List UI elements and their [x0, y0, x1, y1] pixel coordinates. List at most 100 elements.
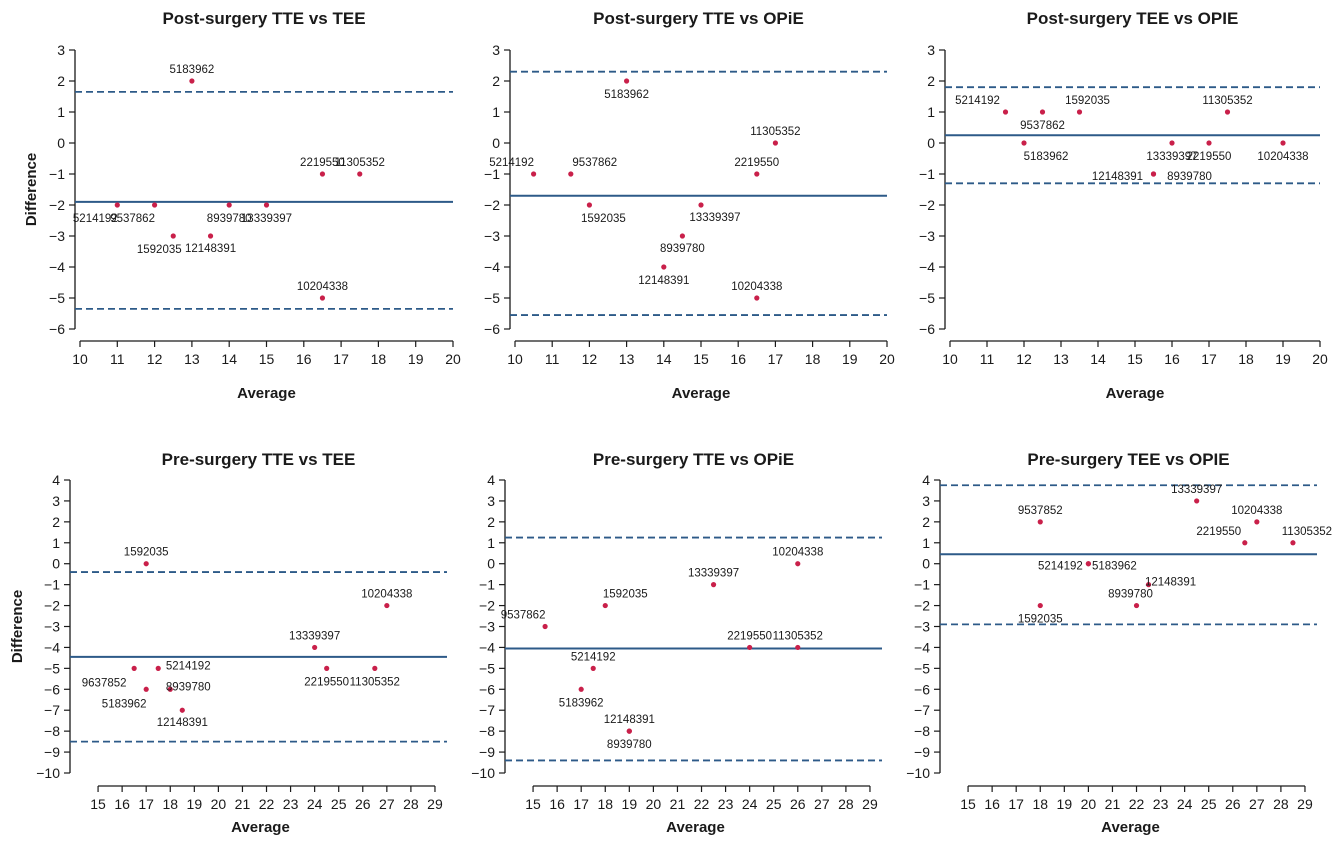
data-point [1037, 519, 1043, 525]
data-point [1224, 109, 1231, 115]
y-tick-label: 1 [52, 535, 60, 551]
point-label: 2219550 [734, 157, 779, 169]
x-tick-label: 20 [211, 796, 227, 812]
y-tick-label: 2 [492, 73, 500, 89]
point-label: 10204338 [1257, 151, 1308, 163]
data-point [590, 665, 596, 671]
y-tick-label: −8 [44, 723, 60, 739]
y-tick-label: −1 [44, 577, 60, 593]
data-point [747, 644, 753, 651]
point-label: 10204338 [297, 281, 348, 293]
y-axis-label: Difference [23, 153, 40, 226]
point-label: 9537852 [1018, 505, 1063, 517]
point-label: 2219550 [300, 157, 345, 169]
data-point [114, 202, 120, 208]
x-tick-label: 19 [1275, 351, 1291, 367]
point-label: 13339397 [688, 568, 739, 580]
point-label: 9537862 [501, 610, 546, 622]
x-tick-label: 20 [879, 351, 895, 367]
y-tick-label: −6 [919, 321, 935, 337]
data-point [324, 665, 330, 671]
x-tick-label: 15 [259, 351, 275, 367]
point-label: 5214192 [73, 213, 118, 225]
point-label: 5214192 [1038, 561, 1083, 573]
y-tick-label: −4 [49, 259, 65, 275]
point-label: 5183962 [1092, 561, 1137, 573]
x-tick-label: 12 [1016, 351, 1032, 367]
x-tick-label: 22 [259, 796, 275, 812]
chart-title: Post-surgery TEE vs OPIE [1027, 9, 1239, 28]
point-label: 8939780 [607, 739, 652, 751]
data-point [1150, 171, 1157, 177]
x-tick-label: 27 [379, 796, 395, 812]
y-tick-label: −3 [49, 228, 65, 244]
y-tick-label: −1 [914, 577, 930, 593]
point-label: 12148391 [638, 275, 689, 287]
y-tick-label: −4 [44, 639, 60, 655]
data-point [1206, 140, 1212, 146]
data-point [1133, 602, 1140, 609]
y-tick-label: −4 [914, 639, 930, 655]
data-point [624, 78, 630, 84]
y-tick-label: −8 [479, 723, 495, 739]
data-point [1076, 109, 1083, 115]
x-tick-label: 11 [980, 351, 995, 367]
y-tick-label: −2 [919, 197, 935, 213]
y-tick-label: 4 [52, 472, 60, 488]
x-tick-label: 18 [1238, 351, 1254, 367]
point-label: 12148391 [604, 714, 655, 726]
x-axis-label: Average [237, 385, 296, 402]
data-point [795, 561, 801, 567]
point-label: 1592035 [1018, 614, 1063, 626]
data-point [754, 295, 760, 301]
data-point [319, 171, 326, 177]
data-point [155, 665, 161, 671]
x-tick-label: 16 [984, 796, 1000, 812]
y-tick-label: −2 [484, 197, 500, 213]
data-point [754, 171, 760, 177]
y-tick-label: −1 [479, 577, 495, 593]
x-tick-label: 25 [766, 796, 782, 812]
point-label: 10204338 [772, 547, 823, 559]
y-tick-label: −6 [479, 681, 495, 697]
y-tick-label: −5 [484, 290, 500, 306]
x-tick-label: 17 [138, 796, 154, 812]
y-tick-label: −2 [49, 197, 65, 213]
point-label: 8939780 [166, 681, 211, 693]
y-tick-label: 3 [922, 493, 930, 509]
y-tick-label: −5 [44, 660, 60, 676]
x-tick-label: 18 [371, 351, 387, 367]
data-point [531, 171, 537, 177]
x-tick-label: 12 [147, 351, 163, 367]
data-point [207, 233, 214, 239]
data-point [384, 602, 390, 609]
x-tick-label: 18 [805, 351, 821, 367]
y-tick-label: −5 [914, 660, 930, 676]
data-point [167, 686, 173, 692]
data-point [1039, 109, 1046, 115]
point-label: 2219550 [1196, 526, 1241, 538]
data-point [586, 202, 593, 208]
data-point [312, 644, 318, 651]
data-point [1021, 140, 1027, 146]
x-tick-label: 11 [545, 351, 560, 367]
point-label: 5183962 [604, 89, 649, 101]
x-tick-label: 15 [90, 796, 106, 812]
point-label: 2219550 [1187, 151, 1232, 163]
y-tick-label: 0 [52, 556, 60, 572]
data-point [1194, 498, 1200, 504]
data-point [263, 202, 270, 208]
y-tick-label: −6 [914, 681, 930, 697]
data-point [1254, 519, 1260, 525]
data-point [179, 707, 185, 713]
y-tick-label: −4 [479, 639, 495, 655]
x-tick-label: 13 [619, 351, 635, 367]
data-point [1242, 540, 1248, 546]
data-point [131, 665, 137, 671]
point-label: 1592035 [1065, 95, 1110, 107]
x-tick-label: 18 [1032, 796, 1048, 812]
data-point [710, 582, 717, 588]
point-label: 8939780 [207, 213, 252, 225]
y-tick-label: 0 [57, 135, 65, 151]
y-tick-label: −5 [479, 660, 495, 676]
